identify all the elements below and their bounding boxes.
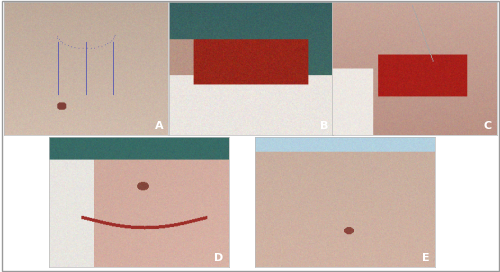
Text: C: C [484, 121, 492, 131]
Text: D: D [214, 253, 224, 263]
Text: E: E [422, 253, 430, 263]
Text: B: B [320, 121, 328, 131]
Text: A: A [154, 121, 163, 131]
